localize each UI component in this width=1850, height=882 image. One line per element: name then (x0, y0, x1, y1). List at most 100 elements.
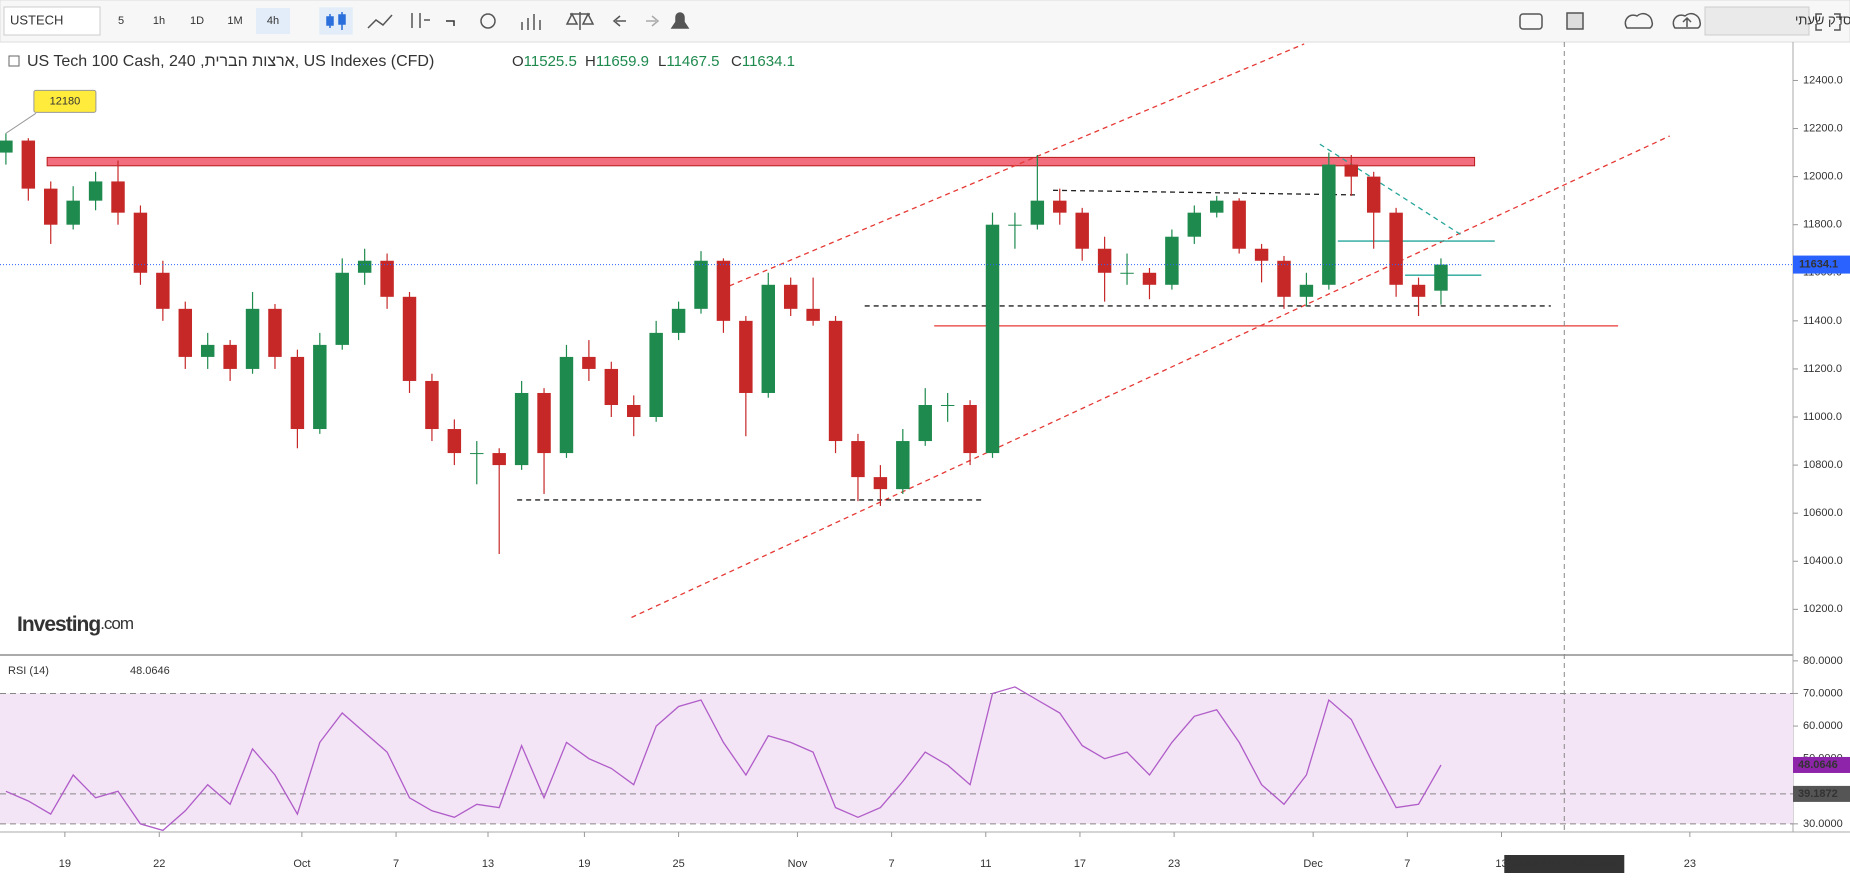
x-tick-label: 17 (1074, 858, 1086, 870)
compare-icon[interactable] (411, 13, 430, 28)
layout-name[interactable]: נסדק שעתי (1795, 12, 1850, 27)
candle-body (447, 429, 462, 454)
candle-body (851, 441, 865, 478)
rsi-y-tick-label: 80.0000 (1803, 655, 1843, 667)
rsi-value: 48.0646 (130, 665, 170, 677)
candle-body (806, 308, 820, 321)
logo-suffix: .com (100, 614, 134, 633)
bars-icon[interactable] (521, 14, 541, 30)
interval-button[interactable] (256, 8, 290, 34)
rsi-band (0, 693, 1793, 824)
toolbar-icons (319, 7, 1841, 35)
candle-body (21, 140, 36, 189)
ohlc-letter: L (658, 53, 666, 70)
rsi-line (5, 686, 1442, 832)
color-icon[interactable] (1566, 12, 1584, 30)
y-tick-label: 11200.0 (1803, 363, 1842, 375)
candle-body (200, 344, 215, 357)
indicator-icon[interactable] (367, 14, 393, 29)
x-tick-label: 23 (1168, 858, 1180, 870)
x-tick-label: 19 (578, 858, 590, 870)
candle-body (739, 320, 753, 393)
interval-label[interactable]: 1M (227, 15, 242, 27)
candle-body (649, 332, 663, 418)
rsi-y-tick-label: 30.0000 (1803, 818, 1843, 830)
x-tick-label: 25 (672, 858, 684, 870)
candle-body (1030, 200, 1045, 225)
chart-type-button[interactable] (319, 7, 353, 35)
alert-icon[interactable] (670, 12, 690, 29)
candle-body (1142, 272, 1157, 285)
ohlc-value: 11634.1 (742, 53, 795, 70)
symbol[interactable]: USTECH (10, 12, 63, 27)
undo-icon[interactable] (612, 15, 626, 27)
candle-body (1053, 200, 1067, 213)
candle-body (290, 356, 305, 430)
cloud-icon[interactable] (1624, 12, 1654, 29)
rsi-y-tick-label: 60.0000 (1803, 720, 1843, 732)
candle-body (357, 260, 372, 273)
candle-body (582, 356, 596, 369)
fullscreen-icon[interactable] (1815, 13, 1841, 31)
symbol-box[interactable] (3, 6, 101, 36)
candle-body (492, 453, 506, 466)
x-tick-label: 22 (153, 858, 165, 870)
interval-label[interactable]: 1h (153, 15, 165, 27)
candle-body (133, 212, 148, 273)
trend-line (631, 135, 1670, 619)
logo-main: Investing (17, 613, 100, 636)
interval-button[interactable] (218, 8, 252, 34)
candle-body (1097, 248, 1112, 273)
x-tick-label: Oct (293, 858, 310, 870)
candle-body (1389, 212, 1403, 285)
y-tick-label: 12000.0 (1803, 171, 1843, 183)
ohlc-item: O11525.5 (512, 53, 577, 70)
interval-button[interactable] (142, 8, 176, 34)
candle-body (716, 260, 731, 321)
rsi-value-tag (1793, 756, 1850, 773)
candle-body (1277, 260, 1291, 297)
interval-button[interactable] (104, 8, 138, 34)
layout-box[interactable] (1704, 6, 1810, 36)
y-tick-label: 10400.0 (1803, 555, 1843, 567)
candle-body (1411, 284, 1426, 297)
trend-line (1319, 143, 1464, 237)
candle-body (1075, 212, 1089, 249)
ohlc-value: 11467.5 (666, 53, 719, 70)
candle-body (559, 356, 574, 454)
redo-icon[interactable] (646, 15, 660, 27)
rsi-value-tag-label: 48.0646 (1798, 759, 1838, 771)
candle-body (783, 284, 798, 309)
x-tick-label: Nov (788, 858, 808, 870)
candle-body (604, 368, 619, 405)
candle-body (88, 181, 103, 201)
rsi-title: RSI (14) (8, 665, 49, 677)
collapse-icon (8, 55, 20, 67)
candle-body (963, 404, 977, 454)
candle-body (694, 260, 708, 309)
interval-label[interactable]: 5 (118, 15, 124, 27)
y-tick-label: 12400.0 (1803, 74, 1843, 86)
candle-body (380, 260, 394, 297)
interval-label[interactable]: 1D (190, 15, 204, 27)
rsi-signal-tag-label: 39.1872 (1798, 788, 1838, 800)
ohlc-letter: C (731, 53, 742, 70)
y-tick-label: 12200.0 (1803, 122, 1843, 134)
candle-body (402, 296, 417, 381)
candle-body (1322, 164, 1336, 285)
ohlc-value: 11525.5 (524, 53, 577, 70)
ohlc-letter: H (585, 53, 596, 70)
last-price-label: 11634.1 (1799, 258, 1838, 270)
settings-icon[interactable] (480, 13, 496, 29)
candle-body (1254, 248, 1269, 261)
camera-icon[interactable] (1519, 13, 1543, 30)
interval-button[interactable] (180, 8, 214, 34)
upload-icon[interactable] (1672, 12, 1702, 29)
candle-body (918, 404, 932, 442)
candle-body (1210, 200, 1224, 213)
x-tick-label: 11 (980, 858, 991, 870)
balance-icon[interactable] (565, 12, 595, 30)
candle-body (425, 380, 439, 430)
interval-label[interactable]: 4h (267, 15, 279, 27)
